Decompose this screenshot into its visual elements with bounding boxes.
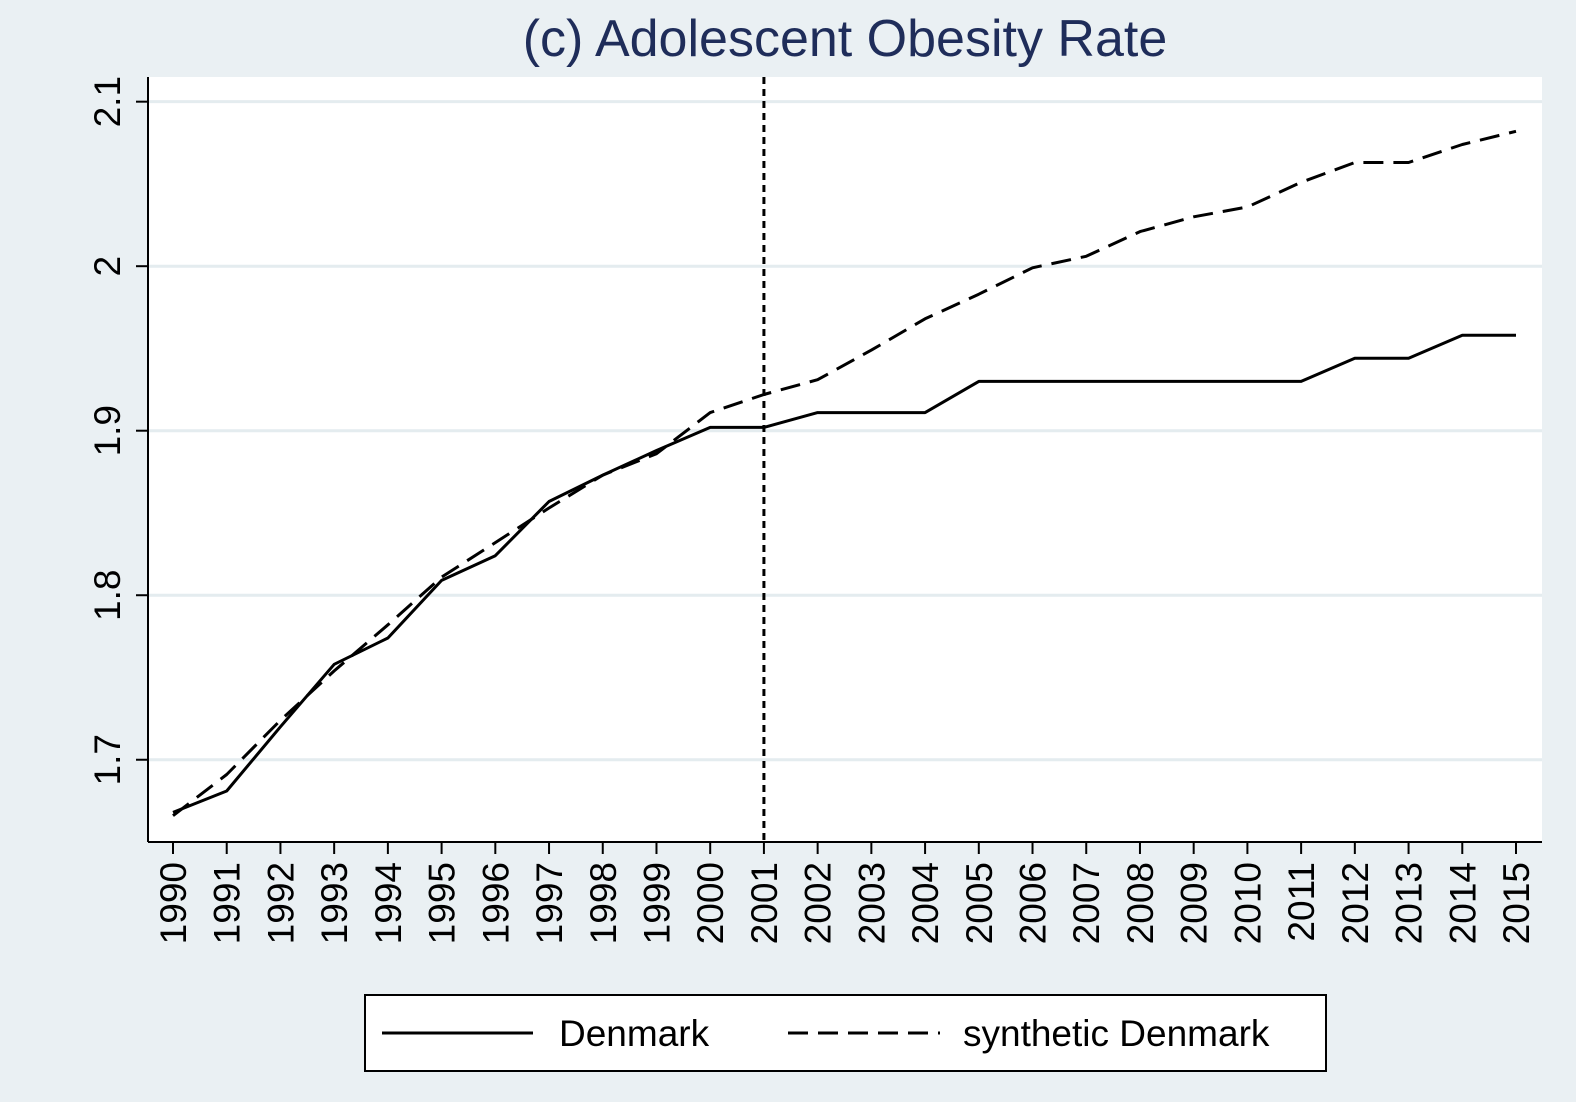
series-line-denmark (172, 333, 1516, 814)
x-tick-label: 2006 (1013, 862, 1054, 944)
x-tick-label: 1996 (475, 862, 516, 944)
x-tick-label: 2005 (959, 862, 1000, 944)
x-tick-label: 2003 (851, 862, 892, 944)
x-tick-label: 2010 (1227, 862, 1268, 944)
x-tick-label: 2004 (905, 862, 946, 944)
y-tick-label: 2.1 (87, 76, 128, 127)
grid-lines (148, 100, 1542, 762)
x-tick-label: 2013 (1389, 862, 1430, 944)
chart-title: (c) Adolescent Obesity Rate (523, 10, 1168, 68)
series-lines (172, 129, 1517, 817)
series-line-synthetic-denmark (172, 129, 1517, 817)
x-tick-label: 1995 (422, 862, 463, 944)
x-tick-label: 2012 (1335, 862, 1376, 944)
axes (147, 77, 1542, 843)
x-tick-label: 2014 (1442, 862, 1483, 944)
y-tick-label: 1.9 (87, 405, 128, 456)
x-tick-label: 2000 (690, 862, 731, 944)
x-tick-label: 1990 (153, 862, 194, 944)
x-axis-ticks: 1990 1991 1992 1993 1994 1995 1996 1997 1998 1999… (153, 842, 1537, 944)
x-tick-label: 1997 (529, 862, 570, 944)
legend-label-denmark: Denmark (559, 1013, 710, 1054)
x-tick-label: 1993 (314, 862, 355, 944)
x-tick-label: 2011 (1281, 862, 1322, 942)
x-tick-label: 2015 (1496, 862, 1537, 944)
y-tick-label: 2 (87, 256, 128, 277)
y-tick-label: 1.7 (87, 734, 128, 785)
x-tick-label: 2001 (744, 862, 785, 944)
x-tick-label: 1994 (368, 862, 409, 944)
y-axis-ticks: 1.7 1.8 1.9 2 2.1 (87, 76, 148, 785)
x-tick-label: 2009 (1174, 862, 1215, 944)
plot-area (148, 77, 1542, 842)
x-tick-label: 2002 (798, 862, 839, 944)
x-tick-label: 1991 (207, 862, 248, 944)
x-tick-label: 2007 (1066, 862, 1107, 944)
x-tick-label: 2008 (1120, 862, 1161, 944)
x-tick-label: 1999 (636, 862, 677, 944)
x-tick-label: 1998 (583, 862, 624, 944)
y-tick-label: 1.8 (87, 570, 128, 621)
x-tick-label: 1992 (260, 862, 301, 944)
legend: Denmark synthetic Denmark (364, 994, 1327, 1072)
legend-label-synthetic-denmark: synthetic Denmark (963, 1013, 1270, 1054)
